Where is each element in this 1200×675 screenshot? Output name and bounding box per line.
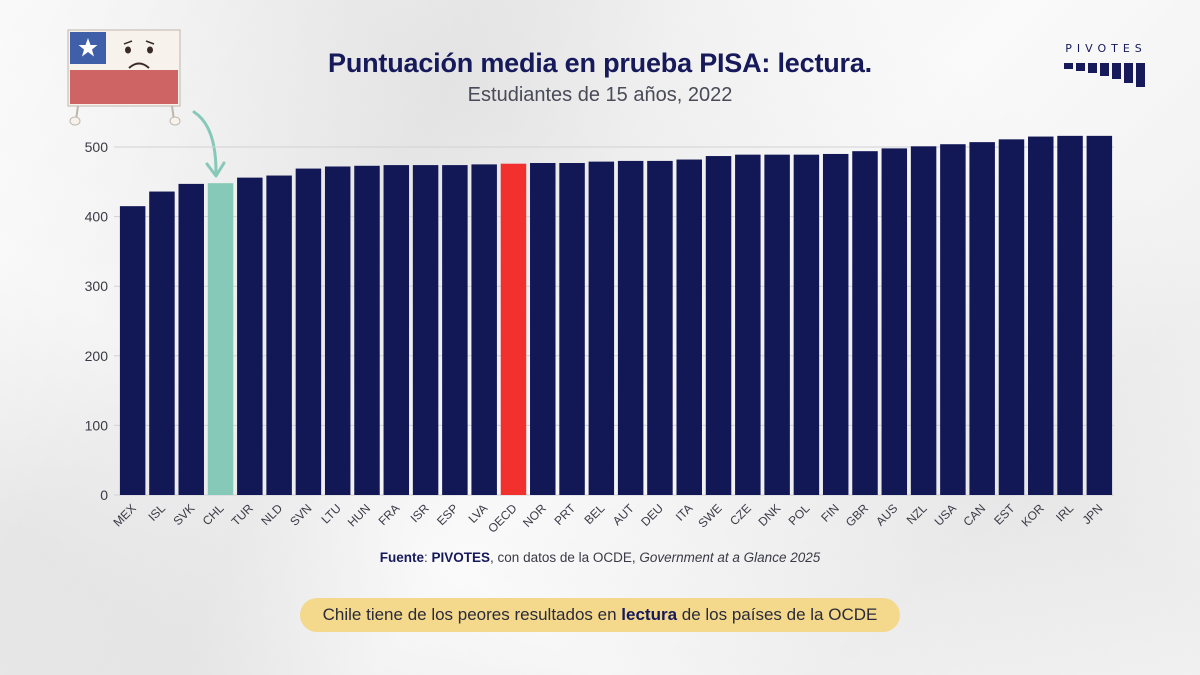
- conclusion-callout: Chile tiene de los peores resultados en …: [300, 598, 900, 632]
- bar-gbr: [852, 151, 878, 495]
- bar-nld: [266, 175, 292, 495]
- x-tick-label: HUN: [345, 501, 373, 529]
- bar-svn: [295, 168, 322, 496]
- x-tick-label: ITA: [673, 501, 695, 523]
- x-tick-label: USA: [932, 501, 959, 528]
- x-tick-label: KOR: [1019, 501, 1048, 530]
- x-tick-label: JPN: [1080, 501, 1106, 527]
- bar-mex: [119, 206, 146, 495]
- curved-arrow-icon: [192, 110, 226, 178]
- bar-can: [969, 142, 995, 496]
- bar-isr: [412, 165, 439, 495]
- x-tick-label: LTU: [319, 501, 344, 526]
- x-tick-label: NOR: [520, 501, 549, 530]
- bar-irl: [1057, 135, 1083, 495]
- bar-nor: [530, 163, 556, 495]
- bar-ltu: [324, 166, 351, 495]
- bar-chl: [207, 183, 234, 495]
- x-tick-label: POL: [786, 501, 813, 528]
- x-tick-label: MEX: [110, 501, 138, 529]
- bar-svk: [178, 183, 204, 495]
- bar-aus: [881, 148, 908, 495]
- bar-usa: [940, 144, 966, 495]
- bar-hun: [354, 165, 380, 496]
- chart-bars: [119, 135, 1113, 496]
- bar-swe: [705, 156, 732, 495]
- bar-cze: [735, 154, 761, 495]
- bar-fra: [383, 165, 410, 495]
- x-tick-label: CHL: [200, 501, 227, 528]
- y-tick-label: 400: [85, 209, 109, 225]
- bar-tur: [237, 177, 263, 495]
- x-tick-label: GBR: [843, 501, 872, 530]
- pivotes-logo: PIVOTES: [1064, 42, 1148, 87]
- bar-fin: [822, 153, 849, 495]
- x-tick-label: FIN: [818, 501, 842, 525]
- bar-isl: [149, 191, 175, 495]
- chart-subtitle: Estudiantes de 15 años, 2022: [467, 84, 733, 106]
- source-text: , con datos de la OCDE,: [490, 550, 640, 565]
- source-label: Fuente: [379, 550, 425, 565]
- callout-pre: Chile tiene de los peores resultados en: [322, 605, 622, 624]
- bar-deu: [647, 160, 673, 496]
- bar-ita: [676, 159, 702, 495]
- y-axis-ticks: 0 100 200 300 400 500: [85, 139, 109, 503]
- x-tick-label: FRA: [376, 501, 403, 528]
- bar-nzl: [910, 146, 937, 495]
- y-tick-label: 200: [85, 348, 109, 364]
- y-tick-label: 0: [100, 487, 108, 503]
- callout-bold: lectura: [621, 605, 678, 624]
- x-tick-label: SVN: [287, 501, 314, 528]
- x-tick-label: SVK: [170, 501, 197, 528]
- x-tick-label: BEL: [582, 501, 608, 527]
- y-tick-label: 500: [85, 139, 109, 155]
- x-tick-label: ISR: [408, 501, 432, 525]
- bar-kor: [1028, 136, 1054, 495]
- x-tick-label: IRL: [1053, 501, 1076, 524]
- bar-pol: [793, 154, 820, 495]
- x-axis-labels: MEX ISL SVK CHL TUR NLD SVN LTU HUN FRA ISR ESP LVAO…: [110, 501, 1105, 536]
- x-tick-label: SWE: [695, 501, 724, 530]
- x-tick-label: NLD: [258, 501, 285, 528]
- x-tick-label: AUS: [873, 501, 900, 528]
- chile-flag-sad-face-icon: [67, 29, 181, 126]
- x-tick-label: TUR: [229, 501, 257, 529]
- x-tick-label: ESP: [434, 501, 461, 528]
- y-tick-label: 100: [85, 417, 109, 433]
- source-sep: :: [424, 550, 432, 565]
- x-tick-label: OECD: [485, 501, 520, 536]
- logo-text: PIVOTES: [1065, 42, 1147, 55]
- x-tick-label: LVA: [466, 501, 491, 526]
- bar-aut: [617, 160, 644, 496]
- bar-oecd: [500, 163, 527, 496]
- bar-jpn: [1086, 135, 1113, 495]
- x-tick-label: NZL: [904, 501, 930, 527]
- x-tick-label: EST: [991, 501, 1018, 528]
- bar-bel: [588, 161, 615, 495]
- source-org: PIVOTES: [431, 550, 491, 565]
- y-tick-label: 300: [85, 278, 109, 294]
- bar-lva: [471, 164, 497, 495]
- bar-esp: [442, 165, 468, 495]
- x-tick-label: CZE: [727, 501, 754, 528]
- bar-dnk: [764, 154, 790, 495]
- x-tick-label: CAN: [960, 501, 988, 529]
- chart-title: Puntuación media en prueba PISA: lectura…: [328, 48, 872, 78]
- logo-bars-icon: [1064, 63, 1145, 87]
- x-tick-label: PRT: [551, 501, 578, 528]
- callout-post: de los países de la OCDE: [677, 605, 878, 624]
- source-publication: Government at a Glance 2025: [639, 550, 821, 565]
- bar-prt: [559, 163, 585, 495]
- x-tick-label: ISL: [145, 501, 168, 524]
- x-tick-label: DEU: [638, 501, 666, 529]
- x-tick-label: AUT: [610, 501, 637, 528]
- bar-est: [998, 139, 1025, 495]
- source-note: Fuente: PIVOTES, con datos de la OCDE, G…: [0, 550, 1200, 565]
- x-tick-label: DNK: [755, 501, 783, 529]
